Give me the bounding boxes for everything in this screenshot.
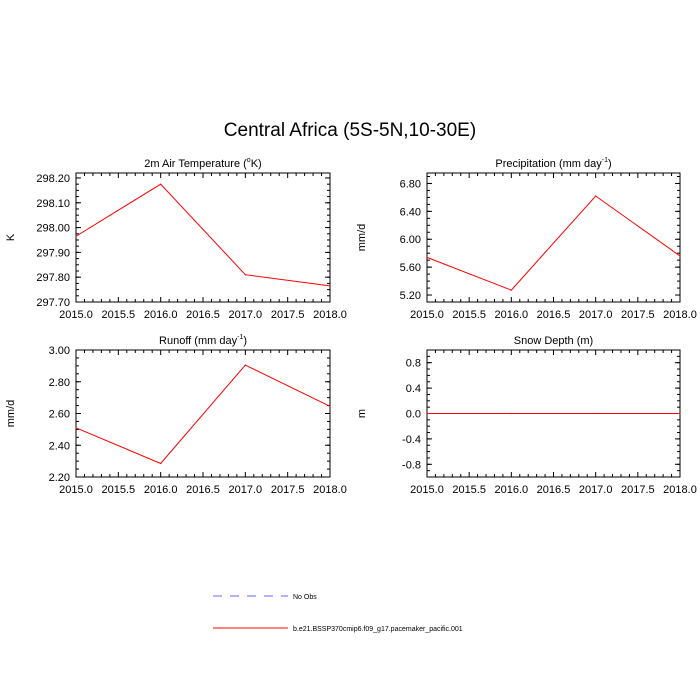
data-point xyxy=(160,462,162,465)
y-tick-label: 298.10 xyxy=(36,198,70,210)
data-point xyxy=(679,412,681,415)
x-tick-label: 2017.0 xyxy=(229,484,263,496)
x-tick-label: 2017.0 xyxy=(229,309,263,321)
x-tick-label: 2015.5 xyxy=(452,484,486,496)
y-tick-label: 297.70 xyxy=(36,297,70,309)
y-tick-label: 6.40 xyxy=(400,206,421,218)
data-point xyxy=(329,405,331,407)
chart-panel-0: 2015.0 2015.5 2016.0 2016.5 2017.0 2017.5 2018… xyxy=(5,157,347,321)
panel-title: Runoff (mm day-1) xyxy=(159,334,247,347)
y-tick-label: 2.80 xyxy=(49,377,70,389)
y-axis-label: mm/d xyxy=(5,400,17,428)
x-tick-label: 2015.5 xyxy=(102,484,136,496)
series-line-0 xyxy=(75,364,331,465)
panel-title: Snow Depth (m) xyxy=(514,335,593,347)
x-tick-label: 2018.0 xyxy=(313,309,347,321)
y-axis-label: K xyxy=(5,233,17,241)
chart-panel-2: 2015.0 2015.5 2016.0 2016.5 2017.0 2017.5 2018… xyxy=(5,334,347,496)
data-point xyxy=(510,412,512,415)
chart-panel-3: 2015.0 2015.5 2016.0 2016.5 2017.0 2017.5 2018… xyxy=(356,335,697,496)
data-point xyxy=(329,285,331,287)
x-tick-label: 2015.0 xyxy=(410,309,444,321)
data-point xyxy=(426,256,428,258)
x-tick-label: 2017.5 xyxy=(621,484,655,496)
chart-panel-1: 2015.0 2015.5 2016.0 2016.5 2017.0 2017.5 2018… xyxy=(356,157,697,321)
y-tick-label: 5.60 xyxy=(400,262,421,274)
y-tick-label: 297.80 xyxy=(36,272,70,284)
y-tick-label: 2.60 xyxy=(49,409,70,421)
x-tick-label: 2018.0 xyxy=(313,484,347,496)
y-tick-label: 2.40 xyxy=(49,440,70,452)
x-tick-label: 2016.5 xyxy=(537,309,571,321)
data-point xyxy=(244,364,246,366)
plot-frame xyxy=(426,172,681,303)
x-tick-label: 2016.0 xyxy=(495,484,529,496)
y-tick-label: -0.4 xyxy=(402,434,421,446)
data-point xyxy=(160,183,162,185)
y-tick-label: 298.20 xyxy=(36,173,70,185)
y-tick-label: 6.00 xyxy=(400,234,421,246)
y-tick-label: 0.0 xyxy=(406,409,421,421)
y-tick-label: 2.20 xyxy=(49,472,70,484)
panel-title: 2m Air Temperature (oK) xyxy=(144,157,261,170)
y-tick-label: 6.80 xyxy=(400,178,421,190)
y-axis-label: m xyxy=(356,409,368,418)
data-point xyxy=(244,274,246,276)
data-point xyxy=(595,195,597,197)
data-point xyxy=(595,412,597,415)
legend-label-no-obs: No Obs xyxy=(293,594,317,601)
x-tick-label: 2018.0 xyxy=(663,484,697,496)
legend: No Obs b.e21.BSSP370cmip6.f09_g17.pacema… xyxy=(213,594,463,633)
x-tick-label: 2015.5 xyxy=(452,309,486,321)
x-tick-label: 2017.5 xyxy=(271,484,305,496)
x-tick-label: 2016.5 xyxy=(537,484,571,496)
plot-frame xyxy=(75,349,331,478)
series-line-0 xyxy=(426,195,681,291)
x-tick-label: 2017.5 xyxy=(271,309,305,321)
panels-group: 2015.0 2015.5 2016.0 2016.5 2017.0 2017.5 2018… xyxy=(5,157,697,496)
plot-frame xyxy=(75,172,331,303)
figure-title: Central Africa (5S-5N,10-30E) xyxy=(223,120,477,141)
x-tick-label: 2016.0 xyxy=(144,309,178,321)
legend-label-model: b.e21.BSSP370cmip6.f09_g17.pacemaker_pac… xyxy=(293,626,463,633)
x-tick-label: 2017.0 xyxy=(579,484,613,496)
x-tick-label: 2015.0 xyxy=(59,309,93,321)
y-tick-label: 3.00 xyxy=(49,345,70,357)
x-tick-label: 2016.0 xyxy=(144,484,178,496)
x-tick-label: 2017.5 xyxy=(621,309,655,321)
x-tick-label: 2018.0 xyxy=(663,309,697,321)
y-tick-label: 298.00 xyxy=(36,223,70,235)
x-tick-label: 2015.0 xyxy=(59,484,93,496)
y-tick-label: -0.8 xyxy=(402,459,421,471)
data-point xyxy=(426,412,428,415)
y-tick-label: 5.20 xyxy=(400,290,421,302)
x-tick-label: 2017.0 xyxy=(579,309,613,321)
x-tick-label: 2015.0 xyxy=(410,484,444,496)
y-tick-label: 0.4 xyxy=(406,383,421,395)
data-point xyxy=(510,289,512,291)
data-point xyxy=(75,427,77,429)
data-point xyxy=(75,235,77,237)
panel-title: Precipitation (mm day-1) xyxy=(495,157,611,170)
x-tick-label: 2016.0 xyxy=(495,309,529,321)
x-tick-label: 2015.5 xyxy=(102,309,136,321)
series-line-0 xyxy=(75,183,331,287)
y-axis-label: mm/d xyxy=(356,224,368,252)
y-tick-label: 0.8 xyxy=(406,358,421,370)
data-point xyxy=(679,255,681,257)
y-tick-label: 297.90 xyxy=(36,247,70,259)
x-tick-label: 2016.5 xyxy=(186,309,220,321)
x-tick-label: 2016.5 xyxy=(186,484,220,496)
